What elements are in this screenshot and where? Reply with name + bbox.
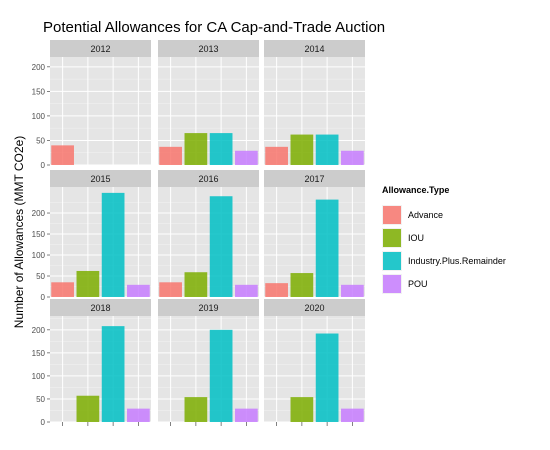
bar [127, 285, 150, 297]
legend-label: Industry.Plus.Remainder [408, 256, 506, 266]
bar [316, 334, 339, 422]
y-tick-label: 150 [32, 349, 46, 358]
bar [185, 397, 208, 422]
bar [185, 272, 208, 297]
legend-key [382, 274, 402, 294]
bar [235, 151, 258, 165]
y-tick-label: 50 [36, 395, 45, 404]
facet-strip-label: 2020 [304, 303, 324, 313]
bar [265, 283, 288, 297]
bar [127, 409, 150, 422]
facet-panel [50, 316, 151, 422]
bar [291, 397, 314, 422]
bar [341, 151, 364, 165]
bar [77, 396, 100, 422]
y-tick-label: 200 [32, 63, 46, 72]
bar [102, 326, 125, 422]
bar [51, 282, 74, 297]
facet-strip-label: 2018 [90, 303, 110, 313]
bar [316, 135, 339, 165]
legend-key [382, 251, 402, 271]
y-tick-label: 100 [32, 251, 46, 260]
bar [51, 145, 74, 165]
facet-strip-label: 2015 [90, 174, 110, 184]
y-tick-label: 0 [41, 418, 46, 427]
bar [235, 409, 258, 422]
y-tick-label: 100 [32, 372, 46, 381]
y-tick-label: 100 [32, 112, 46, 121]
y-tick-label: 200 [32, 209, 46, 218]
legend-label: IOU [408, 233, 424, 243]
bar [102, 193, 125, 297]
bar [210, 133, 233, 165]
legend-label: POU [408, 279, 428, 289]
bar [341, 409, 364, 422]
legend-label: Advance [408, 210, 443, 220]
bar [235, 285, 258, 297]
bar [210, 330, 233, 422]
facet-strip-label: 2013 [198, 44, 218, 54]
y-tick-label: 50 [36, 272, 45, 281]
facet-panel [50, 187, 151, 297]
facet-panel [264, 187, 365, 297]
facet-panel [264, 316, 365, 422]
y-tick-label: 150 [32, 230, 46, 239]
legend: Allowance.Type Advance IOU Industry.Plus… [382, 185, 506, 295]
legend-item-iou: IOU [382, 226, 506, 249]
facet-strip-label: 2012 [90, 44, 110, 54]
legend-key [382, 205, 402, 225]
facet-strip-label: 2014 [304, 44, 324, 54]
y-tick-label: 0 [41, 161, 46, 170]
bar [341, 285, 364, 297]
bar [265, 147, 288, 165]
bar [77, 271, 100, 297]
facet-strip-label: 2019 [198, 303, 218, 313]
bar [185, 133, 208, 165]
legend-item-advance: Advance [382, 203, 506, 226]
bar [210, 196, 233, 297]
facet-panel [158, 187, 259, 297]
facet-strip-label: 2016 [198, 174, 218, 184]
facet-panel [158, 316, 259, 422]
y-tick-label: 50 [36, 136, 45, 145]
legend-item-pou: POU [382, 272, 506, 295]
legend-key [382, 228, 402, 248]
bar [316, 200, 339, 297]
y-tick-label: 150 [32, 87, 46, 96]
bar [159, 282, 182, 297]
bar [291, 135, 314, 165]
legend-title: Allowance.Type [382, 185, 506, 195]
legend-item-industry: Industry.Plus.Remainder [382, 249, 506, 272]
bar [291, 273, 314, 297]
facet-strip-label: 2017 [304, 174, 324, 184]
bar [159, 147, 182, 165]
y-tick-label: 0 [41, 293, 46, 302]
y-tick-label: 200 [32, 326, 46, 335]
